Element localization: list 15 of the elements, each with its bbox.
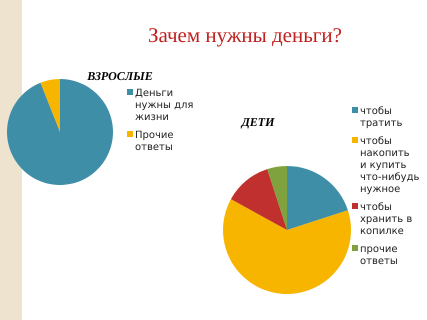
legend-label: Прочие ответы [135,130,174,153]
pie-slice [230,169,287,230]
legend-label: чтобы хранить в копилке [360,202,412,237]
pie-slice [287,166,348,230]
legend-label: чтобы накопить и купить что-нибудь нужное [360,136,420,195]
pie-slice [267,166,287,230]
legend-label: Деньги нужны для жизни [135,88,194,123]
legend-label: прочие ответы [360,244,398,267]
pie-slice [223,199,351,294]
text: Зачем нужны деньги? [148,23,342,47]
legend-label: чтобы тратить [360,106,402,129]
chart-title: ВЗРОСЛЫЕ [86,69,153,83]
pie-slice [40,79,60,132]
pie-slice [7,79,113,185]
text: ДЕТИ [240,115,276,129]
